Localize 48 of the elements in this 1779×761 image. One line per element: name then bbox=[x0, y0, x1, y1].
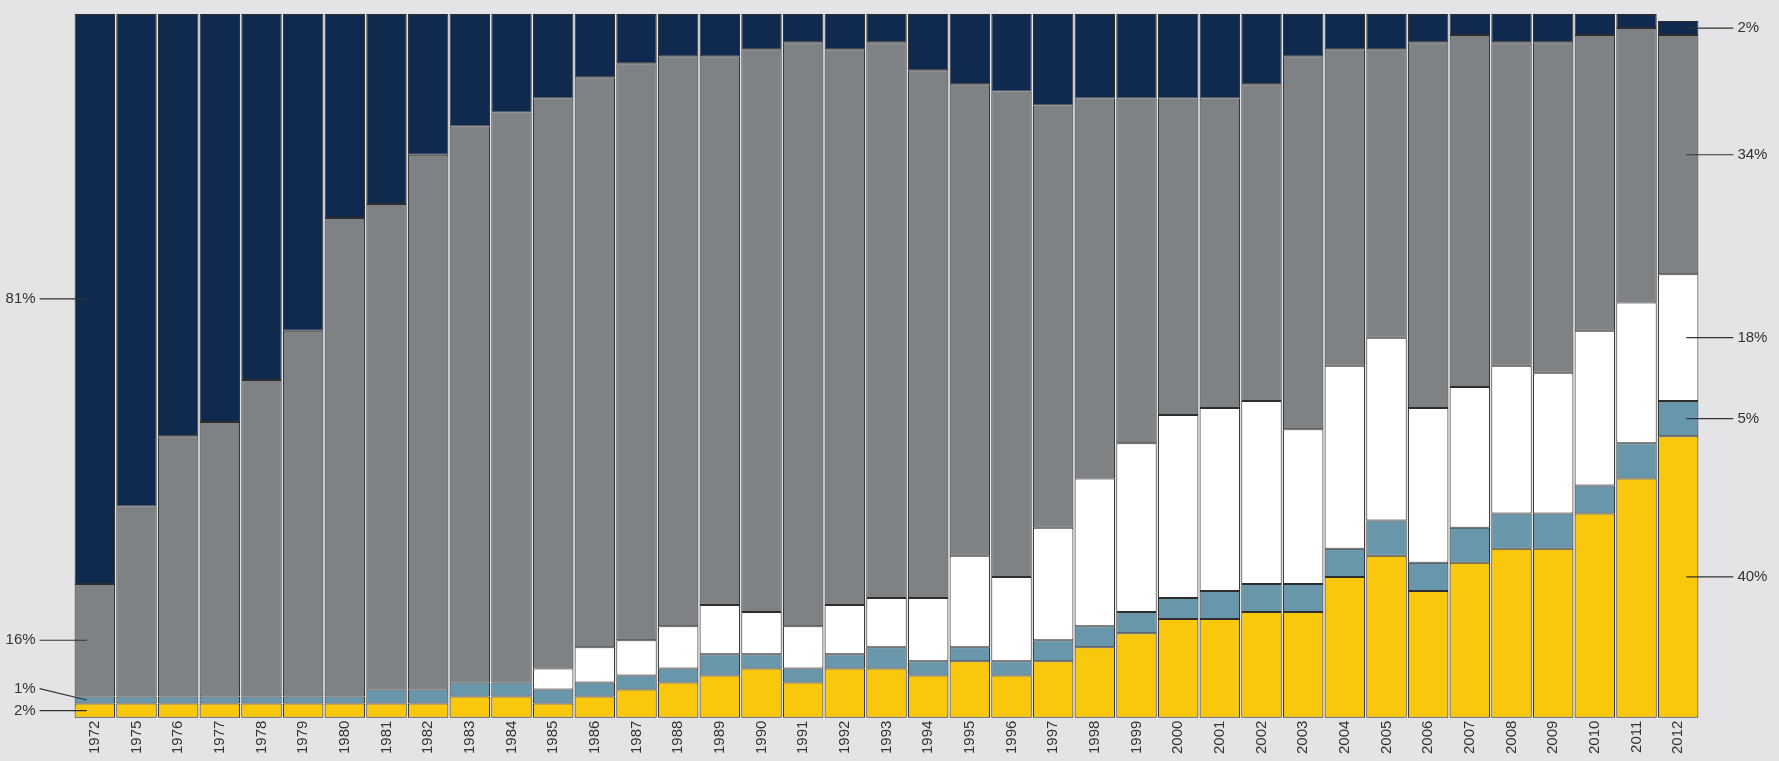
x-tick-label: 1988 bbox=[668, 720, 686, 755]
x-tick-label: 1991 bbox=[793, 720, 811, 755]
x-tick-label: 1979 bbox=[293, 720, 311, 755]
x-tick-label: 1989 bbox=[709, 720, 727, 755]
x-tick-label: 2005 bbox=[1376, 720, 1394, 755]
x-tick-label: 1980 bbox=[334, 720, 352, 755]
x-tick-label: 2012 bbox=[1668, 720, 1686, 755]
x-tick-label: 2001 bbox=[1209, 720, 1227, 755]
data-label: 34% bbox=[1737, 144, 1768, 162]
x-tick-label: 2011 bbox=[1626, 720, 1644, 753]
x-tick-label: 1992 bbox=[834, 720, 852, 755]
x-tick-label: 2003 bbox=[1293, 720, 1311, 755]
x-tick-label: 1975 bbox=[126, 720, 144, 755]
x-tick-label: 1998 bbox=[1084, 720, 1102, 755]
data-label: 5% bbox=[1737, 408, 1760, 426]
x-tick-label: 2009 bbox=[1543, 720, 1561, 755]
data-label: 40% bbox=[1737, 567, 1768, 585]
x-tick-label: 1981 bbox=[376, 720, 394, 755]
x-tick-label: 1995 bbox=[959, 720, 977, 755]
data-label: 16% bbox=[5, 630, 36, 648]
x-tick-label: 2004 bbox=[1334, 720, 1352, 755]
x-tick-label: 2010 bbox=[1584, 720, 1602, 755]
x-tick-label: 1999 bbox=[1126, 720, 1144, 755]
x-tick-label: 1972 bbox=[84, 720, 102, 755]
x-tick-label: 1985 bbox=[543, 720, 561, 755]
x-tick-label: 1997 bbox=[1043, 720, 1061, 755]
x-tick-label: 2002 bbox=[1251, 720, 1269, 755]
data-label: 18% bbox=[1737, 327, 1768, 345]
x-tick-label: 2000 bbox=[1168, 720, 1186, 755]
x-tick-label: 2007 bbox=[1459, 720, 1477, 755]
x-tick-label: 2008 bbox=[1501, 720, 1519, 755]
data-label: 81% bbox=[5, 289, 36, 307]
x-tick-label: 1982 bbox=[418, 720, 436, 755]
x-tick-label: 1976 bbox=[168, 720, 186, 755]
x-tick-label: 1983 bbox=[459, 720, 477, 755]
x-tick-label: 1990 bbox=[751, 720, 769, 755]
x-tick-label: 1984 bbox=[501, 720, 519, 755]
x-tick-label: 1986 bbox=[584, 720, 602, 755]
x-tick-label: 1987 bbox=[626, 720, 644, 755]
x-tick-label: 1996 bbox=[1001, 720, 1019, 755]
data-label: 1% bbox=[13, 678, 36, 696]
x-tick-label: 1977 bbox=[209, 720, 227, 755]
x-tick-label: 1994 bbox=[918, 720, 936, 755]
data-label: 2% bbox=[13, 700, 36, 718]
x-tick-label: 2006 bbox=[1418, 720, 1436, 755]
x-tick-label: 1978 bbox=[251, 720, 269, 755]
data-label: 2% bbox=[1737, 18, 1760, 36]
x-tick-label: 1993 bbox=[876, 720, 894, 755]
